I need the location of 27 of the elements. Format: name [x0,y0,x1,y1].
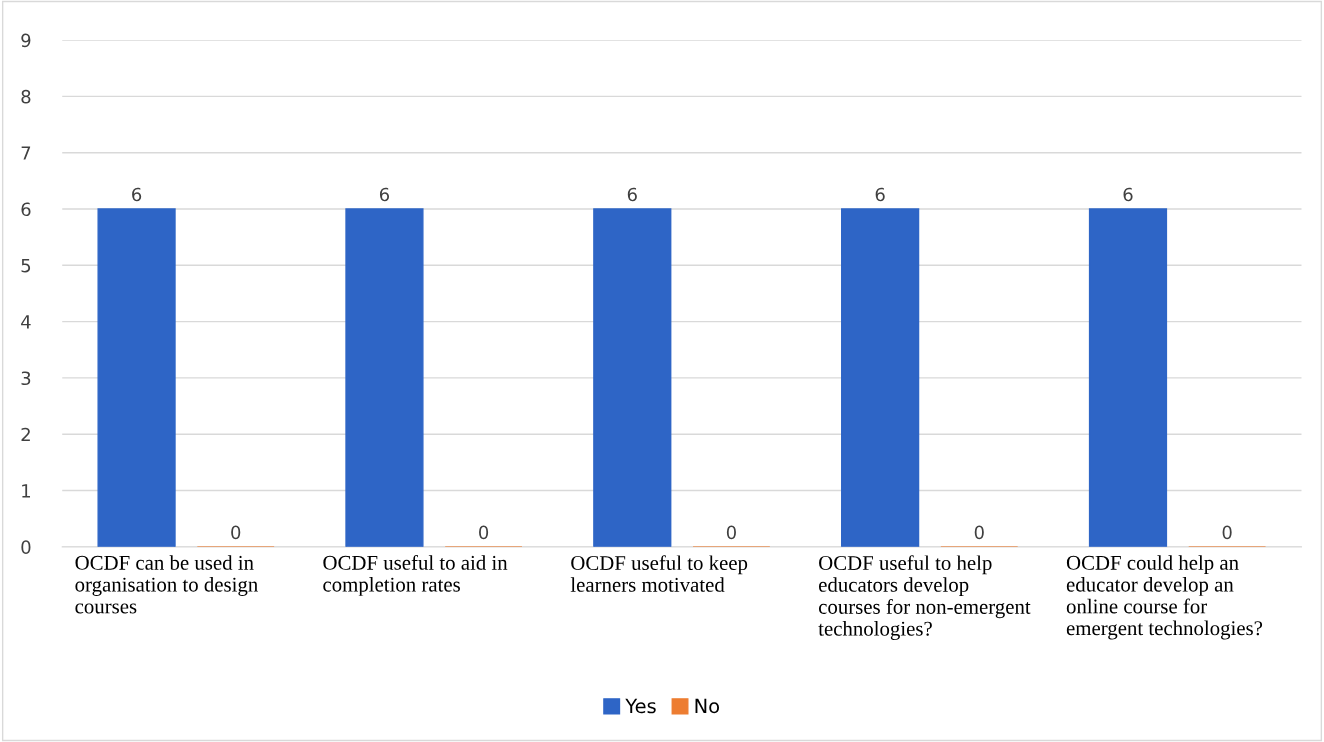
data-label: 0 [231,525,241,540]
x-tick-label: OCDF useful to aid in completion rates [323,554,508,596]
data-label: 0 [1222,525,1232,540]
y-tick-label: 6 [21,202,31,217]
y-tick-label: 2 [21,427,30,442]
x-tick-label: OCDF useful to keep learners motivated [570,555,748,592]
x-tick-label: OCDF useful to help educators develop courses for non-emergent technologies? [818,555,1031,641]
data-label: 6 [627,187,637,202]
legend-label: Yes [625,698,656,714]
data-label: 6 [1123,187,1133,202]
legend-label: No [695,698,720,714]
x-tick-label: OCDF can be used in organisation to design courses [75,555,258,614]
x-tick-label: OCDF could help an educator develop an online course for emergent technologies? [1066,555,1263,640]
data-label: 0 [479,525,489,540]
y-tick-label: 3 [21,371,31,386]
data-label: 6 [875,187,885,202]
y-tick-label: 4 [21,315,31,329]
y-tick-label: 1 [22,484,31,498]
data-label: 0 [974,525,984,540]
data-label: 6 [132,187,142,202]
y-tick-label: 9 [21,33,31,48]
data-label: 6 [379,187,390,202]
y-tick-label: 0 [21,540,31,554]
y-tick-label: 7 [21,146,31,160]
y-tick-label: 5 [21,259,31,273]
y-tick-label: 8 [21,89,31,104]
data-label: 0 [726,525,736,540]
